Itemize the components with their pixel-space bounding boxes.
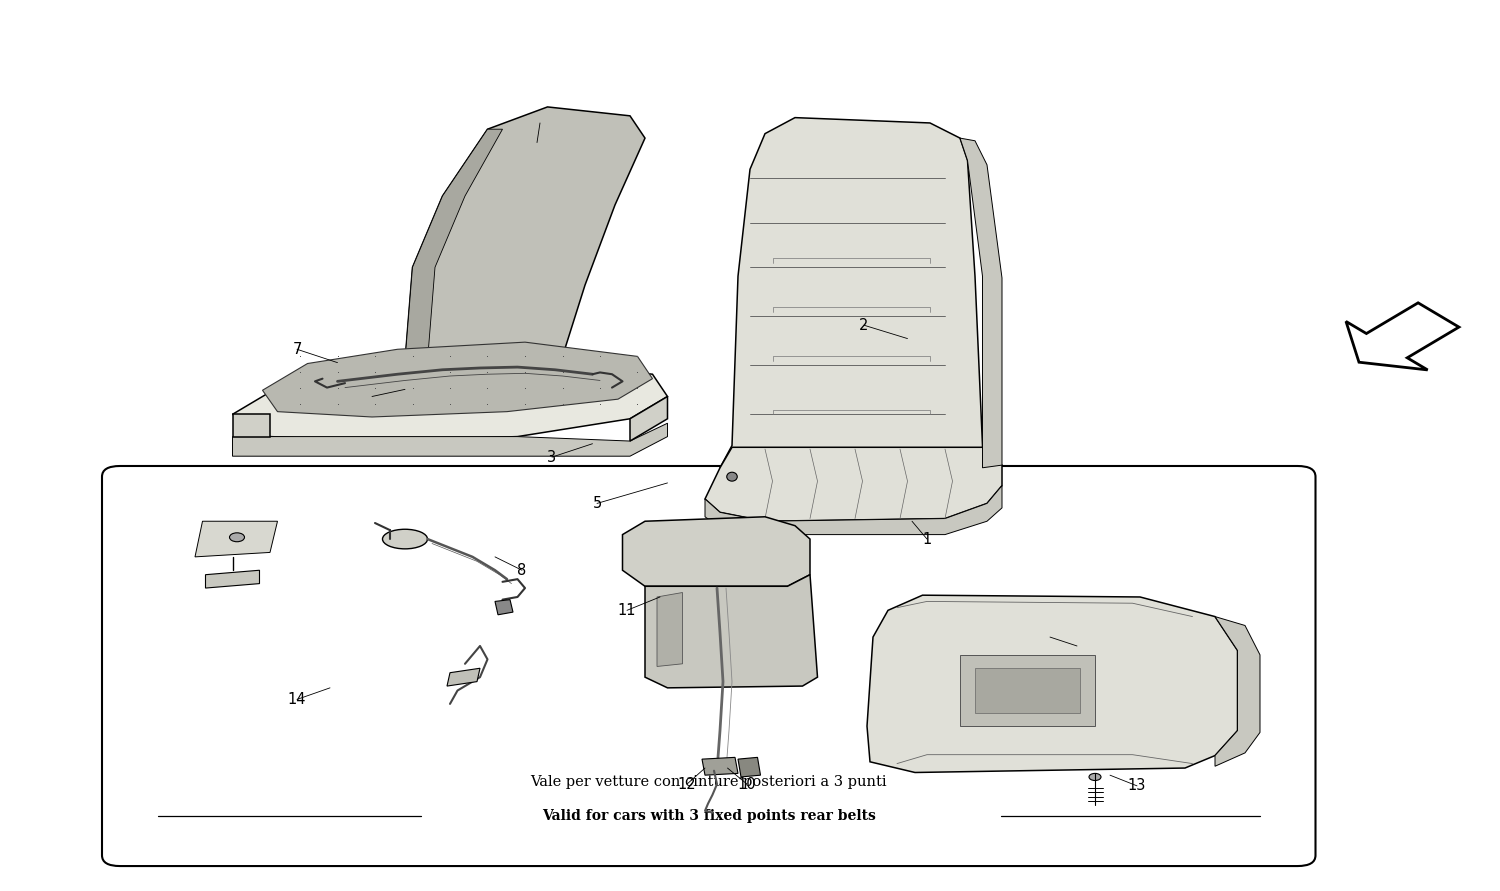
Polygon shape — [495, 600, 513, 615]
Polygon shape — [405, 129, 502, 361]
Text: 12: 12 — [678, 777, 696, 791]
Text: 8: 8 — [518, 563, 526, 577]
Polygon shape — [975, 668, 1080, 713]
Polygon shape — [867, 595, 1238, 772]
Polygon shape — [630, 396, 668, 441]
Polygon shape — [960, 138, 1002, 468]
Text: 11: 11 — [618, 603, 636, 617]
Polygon shape — [705, 486, 1002, 535]
Text: 13: 13 — [1128, 779, 1146, 793]
Polygon shape — [232, 414, 270, 437]
FancyBboxPatch shape — [102, 466, 1316, 866]
Text: 5: 5 — [592, 496, 602, 511]
Ellipse shape — [382, 529, 427, 549]
Polygon shape — [702, 757, 738, 775]
Polygon shape — [622, 517, 810, 586]
Text: 4: 4 — [368, 389, 376, 404]
Polygon shape — [405, 107, 645, 361]
Polygon shape — [720, 118, 982, 468]
Ellipse shape — [230, 533, 244, 542]
Polygon shape — [262, 342, 652, 417]
Polygon shape — [232, 361, 668, 441]
Polygon shape — [1346, 303, 1460, 370]
Polygon shape — [960, 655, 1095, 726]
Polygon shape — [657, 593, 682, 666]
Ellipse shape — [1089, 773, 1101, 781]
Polygon shape — [447, 668, 480, 686]
Text: Valid for cars with 3 fixed points rear belts: Valid for cars with 3 fixed points rear … — [542, 809, 876, 823]
Polygon shape — [206, 570, 260, 588]
Polygon shape — [232, 423, 668, 456]
Polygon shape — [705, 447, 1002, 521]
Polygon shape — [645, 575, 818, 688]
Text: 1: 1 — [922, 532, 932, 546]
Text: 3: 3 — [548, 450, 556, 464]
Text: Vale per vetture con cinture posteriori a 3 punti: Vale per vetture con cinture posteriori … — [531, 775, 886, 789]
Text: 9: 9 — [1072, 639, 1082, 653]
Ellipse shape — [726, 472, 738, 481]
Polygon shape — [1215, 617, 1260, 766]
Text: 7: 7 — [292, 342, 302, 356]
Polygon shape — [738, 757, 760, 777]
Text: 14: 14 — [288, 692, 306, 707]
Text: 10: 10 — [738, 777, 756, 791]
Polygon shape — [195, 521, 278, 557]
Text: 2: 2 — [859, 318, 868, 332]
Text: 6: 6 — [532, 135, 542, 150]
